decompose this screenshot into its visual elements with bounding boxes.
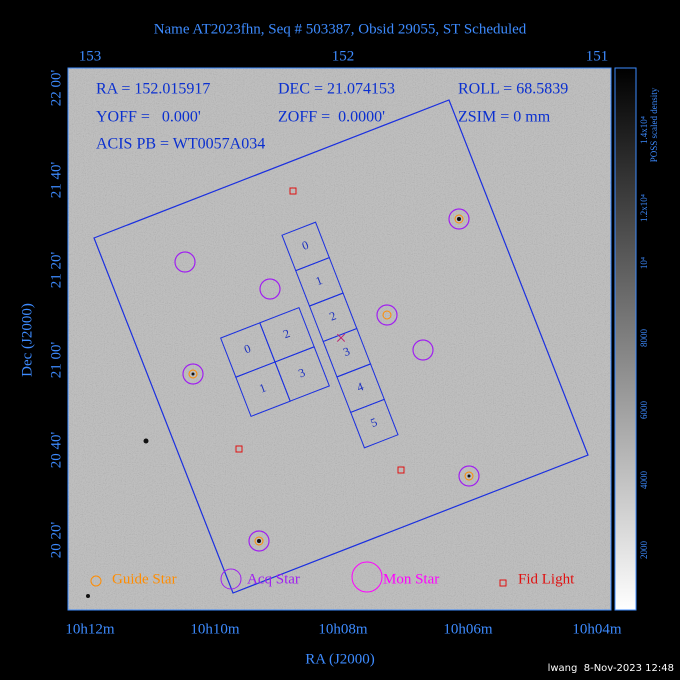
acq-star <box>182 363 204 385</box>
acis-s-array: 0 1 2 3 4 5 <box>281 221 399 449</box>
acq-star <box>174 251 196 273</box>
legend-symbol <box>220 568 242 590</box>
fid-lights <box>235 187 405 474</box>
bottom-tick-label: 10h10m <box>190 621 240 637</box>
bottom-tick-label: 10h06m <box>443 621 493 637</box>
legend-symbol <box>351 561 383 593</box>
guide-star <box>454 214 464 224</box>
bottom-axis-title: RA (J2000) <box>305 651 375 667</box>
colorbar-tick-label: 4000 <box>639 471 649 490</box>
aimpoint: × <box>335 328 346 350</box>
legend-symbol <box>499 579 507 587</box>
info-text: ZOFF = 0.0000' <box>278 109 385 126</box>
chip <box>350 398 399 449</box>
left-tick-label: 20 20' <box>48 521 64 558</box>
colorbar-tick-label: 10⁴ <box>639 257 649 269</box>
left-tick-label: 21 40' <box>48 161 64 198</box>
left-tick-label: 20 40' <box>48 431 64 468</box>
colorbar <box>614 67 637 611</box>
top-tick-label: 151 <box>586 48 609 64</box>
legend-label: Mon Star <box>383 571 439 587</box>
fid-light <box>235 445 243 453</box>
legend-label: Acq Star <box>247 571 300 587</box>
acq-star <box>259 278 281 300</box>
colorbar-tick-label: 1.2x10⁴ <box>639 194 649 222</box>
guide-star <box>382 310 392 320</box>
chip <box>274 346 330 402</box>
info-text: ZSIM = 0 mm <box>458 109 551 126</box>
chip-label: 2 <box>281 326 292 341</box>
left-axis-title: Dec (J2000) <box>19 303 35 377</box>
info-text: ROLL = 68.5839 <box>458 81 568 98</box>
footer: lwang 8-Nov-2023 12:48 <box>548 663 674 674</box>
chip-label: 2 <box>327 309 338 324</box>
legend-symbol <box>90 575 102 587</box>
acq-star <box>458 465 480 487</box>
info-text: DEC = 21.074153 <box>278 81 395 98</box>
acq-star <box>412 339 434 361</box>
colorbar-title: POSS scaled density <box>649 87 659 162</box>
left-tick-label: 21 00' <box>48 341 64 378</box>
star-dots <box>191 217 471 543</box>
legend-label: Fid Light <box>518 571 575 587</box>
chip-label: 4 <box>355 379 366 394</box>
bottom-tick-label: 10h12m <box>65 621 115 637</box>
colorbar-tick-label: 1.4x10⁴ <box>639 116 649 144</box>
acq-star <box>376 304 398 326</box>
plot-frame <box>67 67 612 611</box>
fid-light <box>289 187 297 195</box>
chip-label: 3 <box>296 365 307 380</box>
chip-label: 1 <box>314 273 325 288</box>
bottom-tick-label: 10h04m <box>572 621 622 637</box>
acq-stars <box>174 208 480 552</box>
top-tick-label: 152 <box>332 48 355 64</box>
left-tick-label: 21 20' <box>48 251 64 288</box>
acq-star <box>448 208 470 230</box>
legend-label: Guide Star <box>112 571 177 587</box>
title: Name AT2023fhn, Seq # 503387, Obsid 2905… <box>154 21 527 37</box>
colorbar-tick-label: 8000 <box>639 329 649 348</box>
acis-i-array: 0 2 1 3 <box>220 307 330 417</box>
field-of-view <box>93 99 589 594</box>
top-tick-label: 153 <box>79 48 102 64</box>
star <box>86 594 90 598</box>
acq-star <box>248 530 270 552</box>
fid-light <box>397 466 405 474</box>
sky-noise <box>68 68 611 610</box>
guide-star <box>464 471 474 481</box>
info-text: RA = 152.015917 <box>96 81 210 98</box>
chip-label: 0 <box>242 341 253 356</box>
guide-stars <box>188 214 474 546</box>
bottom-tick-label: 10h08m <box>318 621 368 637</box>
colorbar-tick-label: 6000 <box>639 401 649 420</box>
colorbar-tick-label: 2000 <box>639 541 649 560</box>
left-tick-label: 22 00' <box>48 69 64 106</box>
chip-label: 0 <box>300 238 311 253</box>
info-text: ACIS PB = WT0057A034 <box>96 136 265 153</box>
chip-label: 5 <box>369 415 380 430</box>
guide-star <box>254 536 264 546</box>
star <box>143 438 149 444</box>
chip-label: 1 <box>257 380 268 395</box>
guide-star <box>188 369 198 379</box>
chip-label: 3 <box>341 344 352 359</box>
info-text: YOFF = 0.000' <box>96 109 201 126</box>
